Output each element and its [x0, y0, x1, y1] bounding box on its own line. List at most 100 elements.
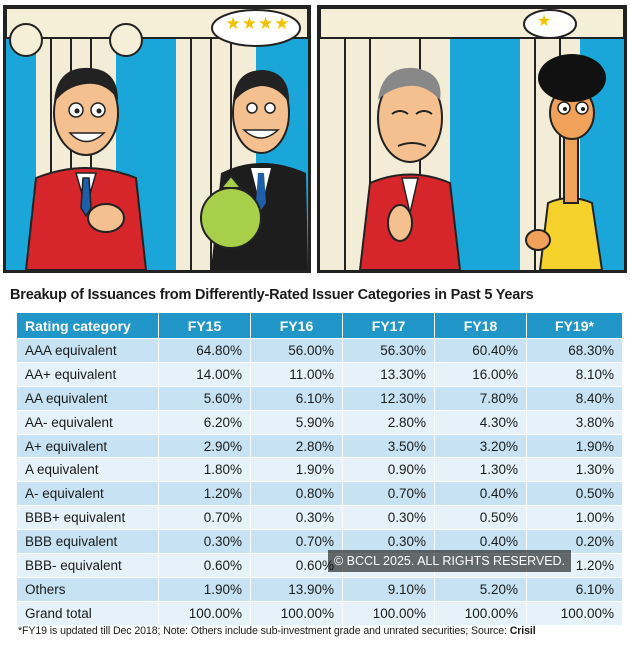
value-cell: 2.90%: [158, 433, 251, 459]
value-cell: 6.20%: [158, 409, 251, 435]
comic-panel-right-art: [320, 8, 624, 270]
value-cell: 0.80%: [250, 481, 343, 507]
value-cell: 100.00%: [434, 600, 527, 626]
row-label-cell: A- equivalent: [16, 481, 159, 507]
column-header: FY17: [342, 312, 435, 339]
value-cell: 12.30%: [342, 385, 435, 411]
table-title: Breakup of Issuances from Differently-Ra…: [10, 287, 534, 303]
comic-panel-left: ★★★★: [3, 5, 311, 273]
value-cell: 9.10%: [342, 576, 435, 602]
column-header: Rating category: [16, 312, 159, 339]
value-cell: 1.80%: [158, 457, 251, 483]
table-row: AA+ equivalent 14.00% 11.00% 13.30% 16.00% 8.…: [16, 361, 623, 387]
value-cell: 0.60%: [250, 553, 343, 578]
value-cell: 14.00%: [158, 361, 251, 387]
row-label-cell: AA equivalent: [16, 385, 159, 411]
copyright-watermark: © BCCL 2025. ALL RIGHTS RESERVED.: [328, 550, 572, 572]
row-label-cell: AAA equivalent: [16, 338, 159, 363]
table-row: BBB+ equivalent 0.70% 0.30% 0.30% 0.50% 1.00%: [16, 505, 623, 531]
row-label-cell: A+ equivalent: [16, 433, 159, 459]
value-cell: 60.40%: [434, 338, 527, 363]
value-cell: 0.40%: [434, 481, 527, 507]
value-cell: 3.50%: [342, 433, 435, 459]
footnote: *FY19 is updated till Dec 2018; Note: Ot…: [18, 625, 536, 637]
table-row: Grand total 100.00% 100.00% 100.00% 100.00% 1…: [16, 600, 623, 626]
value-cell: 68.30%: [526, 338, 623, 363]
table-row: BBB equivalent 0.30% 0.70% 0.30% 0.40% 0.20%: [16, 529, 623, 555]
value-cell: 100.00%: [342, 600, 435, 626]
value-cell: 3.20%: [434, 433, 527, 459]
value-cell: 1.30%: [434, 457, 527, 483]
column-header: FY19*: [526, 312, 623, 339]
value-cell: 0.40%: [434, 529, 527, 555]
footnote-text: *FY19 is updated till Dec 2018; Note: Ot…: [18, 625, 510, 637]
value-cell: 8.40%: [526, 385, 623, 411]
table-header-row: Rating category FY15 FY16 FY17 FY18 FY19…: [16, 312, 623, 339]
value-cell: 1.90%: [250, 457, 343, 483]
value-cell: 0.70%: [342, 481, 435, 507]
value-cell: 13.30%: [342, 361, 435, 387]
comic-panel-left-art: [6, 8, 308, 270]
value-cell: 2.80%: [342, 409, 435, 435]
table-row: A equivalent 1.80% 1.90% 0.90% 1.30% 1.30%: [16, 457, 623, 483]
table-row: A- equivalent 1.20% 0.80% 0.70% 0.40% 0.50%: [16, 481, 623, 507]
value-cell: 6.10%: [250, 385, 343, 411]
value-cell: 0.30%: [250, 505, 343, 531]
value-cell: 13.90%: [250, 576, 343, 602]
value-cell: 11.00%: [250, 361, 343, 387]
value-cell: 5.90%: [250, 409, 343, 435]
value-cell: 0.90%: [342, 457, 435, 483]
value-cell: 64.80%: [158, 338, 251, 363]
table-row: AA- equivalent 6.20% 5.90% 2.80% 4.30% 3.80%: [16, 409, 623, 435]
table-row: AA equivalent 5.60% 6.10% 12.30% 7.80% 8.40%: [16, 385, 623, 411]
value-cell: 56.00%: [250, 338, 343, 363]
value-cell: 1.90%: [526, 433, 623, 459]
value-cell: 0.30%: [342, 505, 435, 531]
row-label-cell: AA- equivalent: [16, 409, 159, 435]
value-cell: 8.10%: [526, 361, 623, 387]
value-cell: 100.00%: [250, 600, 343, 626]
ratings-table: Rating category FY15 FY16 FY17 FY18 FY19…: [16, 312, 623, 626]
value-cell: 4.30%: [434, 409, 527, 435]
value-cell: 7.80%: [434, 385, 527, 411]
footnote-source: Crisil: [509, 625, 536, 637]
table-body: AAA equivalent 64.80% 56.00% 56.30% 60.40% 68…: [16, 338, 623, 626]
comic-panel-right: ★: [317, 5, 627, 273]
comic-illustration: ★★★★: [0, 0, 630, 278]
value-cell: 100.00%: [158, 600, 251, 626]
value-cell: 0.70%: [250, 529, 343, 555]
value-cell: 5.60%: [158, 385, 251, 411]
column-header: FY18: [434, 312, 527, 339]
table-row: AAA equivalent 64.80% 56.00% 56.30% 60.40% 68…: [16, 338, 623, 363]
value-cell: 100.00%: [526, 600, 623, 626]
row-label-cell: A equivalent: [16, 457, 159, 483]
value-cell: 2.80%: [250, 433, 343, 459]
value-cell: 0.70%: [158, 505, 251, 531]
value-cell: 6.10%: [526, 576, 623, 602]
value-cell: 0.20%: [526, 529, 623, 555]
table-row: Others 1.90% 13.90% 9.10% 5.20% 6.10%: [16, 576, 623, 602]
value-cell: 16.00%: [434, 361, 527, 387]
value-cell: 0.60%: [158, 553, 251, 578]
row-label-cell: BBB- equivalent: [16, 553, 159, 578]
row-label-cell: BBB equivalent: [16, 529, 159, 555]
row-label-cell: BBB+ equivalent: [16, 505, 159, 531]
value-cell: 1.90%: [158, 576, 251, 602]
speech-bubble-stars-left: ★★★★: [225, 14, 291, 33]
value-cell: 0.30%: [342, 529, 435, 555]
value-cell: 1.00%: [526, 505, 623, 531]
value-cell: 56.30%: [342, 338, 435, 363]
column-header: FY15: [158, 312, 251, 339]
value-cell: 1.20%: [158, 481, 251, 507]
table-row: A+ equivalent 2.90% 2.80% 3.50% 3.20% 1.90%: [16, 433, 623, 459]
row-label-cell: Others: [16, 576, 159, 602]
value-cell: 0.50%: [434, 505, 527, 531]
row-label-cell: AA+ equivalent: [16, 361, 159, 387]
speech-bubble-stars-right: ★: [536, 13, 552, 30]
value-cell: 0.30%: [158, 529, 251, 555]
value-cell: 5.20%: [434, 576, 527, 602]
value-cell: 3.80%: [526, 409, 623, 435]
value-cell: 1.30%: [526, 457, 623, 483]
value-cell: 0.50%: [526, 481, 623, 507]
row-label-cell: Grand total: [16, 600, 159, 626]
